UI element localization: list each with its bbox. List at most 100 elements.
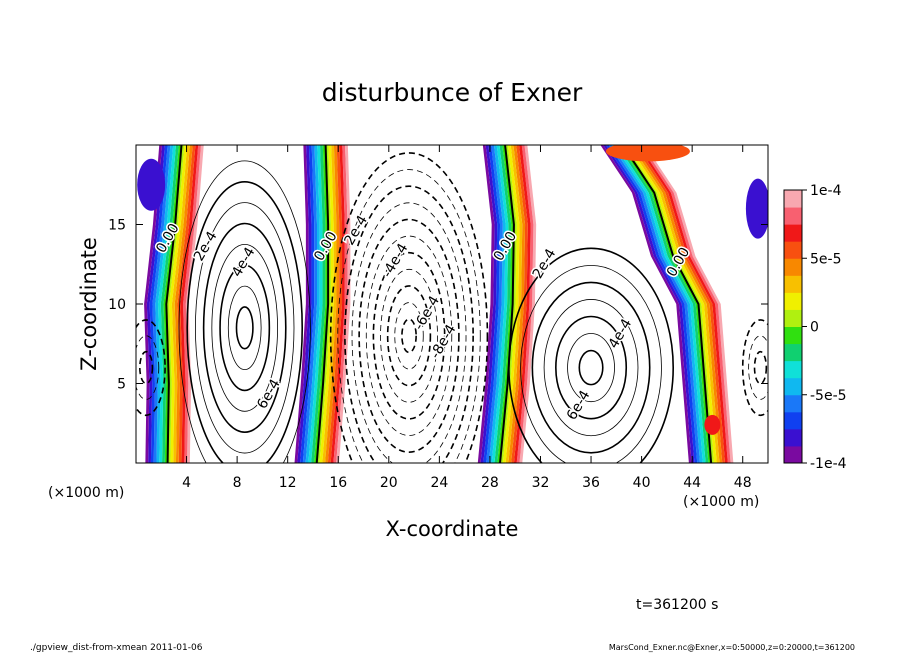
positive-contour — [543, 299, 639, 437]
colorbar-swatch — [784, 428, 802, 447]
color-band — [177, 145, 196, 463]
x-unit-left: (×1000 m) — [48, 485, 124, 501]
x-axis-label: X-coordinate — [386, 517, 519, 541]
color-band — [330, 145, 345, 463]
color-band — [513, 145, 531, 463]
negative-contour — [337, 169, 481, 463]
colorbar-tick-label: 0 — [810, 320, 819, 336]
color-band — [302, 145, 318, 463]
color-band — [319, 145, 334, 463]
colorbar-swatch — [784, 292, 802, 310]
color-band — [483, 145, 501, 463]
color-band — [488, 145, 506, 463]
positive-contour — [531, 281, 651, 454]
positive-blob — [605, 145, 690, 162]
color-band — [183, 145, 201, 463]
x-tick-label: 28 — [481, 475, 499, 491]
x-tick-label: 12 — [279, 475, 297, 491]
color-band — [305, 145, 320, 463]
positive-contour — [235, 306, 254, 350]
colorbar-swatch — [784, 411, 802, 430]
colorbar-swatch — [784, 275, 802, 293]
color-band — [505, 145, 523, 463]
positive-contour — [578, 349, 604, 386]
color-band — [149, 145, 168, 463]
color-band — [322, 145, 337, 463]
positive-contour — [567, 333, 615, 403]
negative-contour — [386, 285, 432, 387]
positive-contour — [211, 243, 278, 412]
positive-contour — [178, 160, 311, 463]
footer-left: ./gpview_dist-from-xmean 2011-01-06 — [30, 643, 203, 653]
positive-contour — [227, 285, 262, 370]
colorbar-swatch — [784, 190, 802, 208]
colorbar-tick-label: 5e-5 — [810, 251, 841, 267]
negative-contour — [372, 251, 446, 420]
colorbar-swatch — [784, 360, 802, 379]
color-band — [169, 145, 188, 463]
colorbar-tick-label: 1e-4 — [810, 183, 842, 199]
y-tick-label: 10 — [108, 297, 126, 313]
positive-blob — [704, 414, 721, 435]
zero-contour — [165, 145, 183, 463]
color-band — [486, 145, 503, 463]
colorbar-swatch — [784, 241, 802, 259]
colorbar-swatch — [784, 207, 802, 225]
negative-contour — [329, 152, 489, 463]
color-band — [519, 145, 537, 463]
color-band — [180, 145, 199, 463]
colorbar-swatch — [784, 377, 802, 396]
y-tick-label: 15 — [108, 218, 126, 234]
negative-contour — [358, 218, 460, 453]
x-tick-label: 40 — [633, 475, 651, 491]
x-tick-label: 24 — [430, 475, 448, 491]
negative-contour — [748, 335, 768, 400]
color-band — [316, 145, 331, 463]
negative-contour — [380, 268, 438, 403]
positive-contour — [555, 315, 628, 420]
color-band — [480, 145, 498, 463]
color-band — [300, 145, 315, 463]
colorbar-swatch — [784, 326, 802, 345]
color-band — [294, 145, 309, 463]
color-band — [311, 145, 326, 463]
negative-contour — [138, 350, 154, 385]
color-band — [511, 145, 528, 463]
negative-contour — [344, 185, 474, 463]
negative-contour — [741, 319, 768, 417]
time-label: t=361200 s — [636, 597, 718, 613]
color-band — [491, 145, 509, 463]
y-tick-label: 5 — [117, 377, 126, 393]
color-band — [144, 145, 163, 463]
color-band — [494, 145, 512, 463]
color-band — [174, 145, 193, 463]
zero-contour — [315, 145, 330, 463]
x-tick-label: 8 — [233, 475, 242, 491]
positive-contour — [520, 265, 662, 463]
x-tick-label: 32 — [532, 475, 550, 491]
color-band — [171, 145, 190, 463]
negative-contour — [394, 302, 424, 370]
positive-contour — [195, 202, 295, 454]
color-band — [516, 145, 534, 463]
colorbar-tick-label: -5e-5 — [810, 388, 847, 404]
x-unit-right: (×1000 m) — [683, 494, 759, 510]
zero-contour — [621, 145, 713, 463]
negative-blob — [137, 158, 166, 211]
colorbar-swatch — [784, 224, 802, 242]
x-tick-label: 44 — [683, 475, 701, 491]
colorbar-swatch — [784, 394, 802, 413]
colorbar-swatch — [784, 343, 802, 362]
chart-title: disturbunce of Exner — [322, 78, 583, 107]
color-band — [325, 145, 340, 463]
x-tick-label: 20 — [380, 475, 398, 491]
x-tick-label: 36 — [582, 475, 600, 491]
negative-contour — [136, 335, 160, 400]
colorbar-swatch — [784, 309, 802, 327]
colorbar-swatch — [784, 445, 802, 464]
positive-contour — [508, 247, 674, 463]
positive-contour — [219, 264, 271, 392]
color-band — [308, 145, 323, 463]
colorbar-swatch — [784, 258, 802, 276]
colorbar-tick-label: -1e-4 — [810, 456, 847, 472]
